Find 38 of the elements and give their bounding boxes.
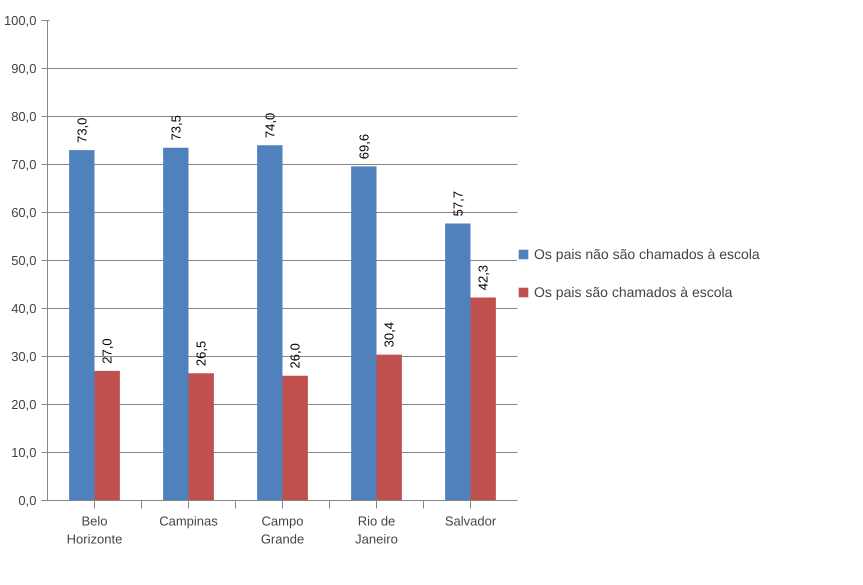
legend-label: Os pais são chamados à escola (534, 284, 732, 300)
data-label: 73,0 (74, 118, 90, 143)
y-tick-label: 20,0 (11, 397, 37, 412)
bar (470, 297, 496, 500)
y-tick-label: 70,0 (11, 157, 37, 172)
bar (94, 370, 120, 500)
bar (163, 148, 188, 500)
y-tick-label: 40,0 (11, 301, 37, 316)
data-label: 73,5 (168, 115, 184, 140)
bar (69, 150, 94, 500)
y-tick-label: 80,0 (11, 109, 37, 124)
data-label: 26,0 (288, 343, 303, 368)
y-tick-label: 90,0 (11, 61, 37, 76)
x-tick-label: Salvador (444, 514, 497, 528)
y-tick-label: 30,0 (11, 349, 37, 364)
data-label: 74,0 (262, 112, 278, 138)
y-tick-label: 100,0 (4, 13, 37, 28)
y-tick-label: 10,0 (11, 445, 37, 460)
data-label: 30,4 (382, 322, 397, 348)
x-tick-label: Belo Horizonte (66, 514, 122, 546)
data-label: 27,0 (100, 338, 115, 364)
x-tick-label: Campo Grande (260, 514, 304, 546)
y-tick-label: 0,0 (18, 493, 37, 508)
bar (282, 376, 308, 500)
y-tick-label: 60,0 (11, 205, 37, 220)
x-tick-label: Campinas (159, 514, 218, 528)
bar (376, 354, 402, 500)
data-label: 69,6 (356, 134, 372, 160)
bar (257, 145, 282, 500)
y-tick-label: 50,0 (11, 253, 37, 268)
x-tick-label: Rio de Janeiro (355, 514, 398, 546)
data-label: 26,5 (194, 340, 209, 366)
data-label: 42,3 (476, 264, 491, 290)
bar (445, 224, 470, 500)
data-label: 57,7 (450, 191, 466, 216)
bar (351, 166, 376, 500)
bar (188, 373, 214, 500)
legend-label: Os pais não são chamados à escola (534, 246, 760, 262)
